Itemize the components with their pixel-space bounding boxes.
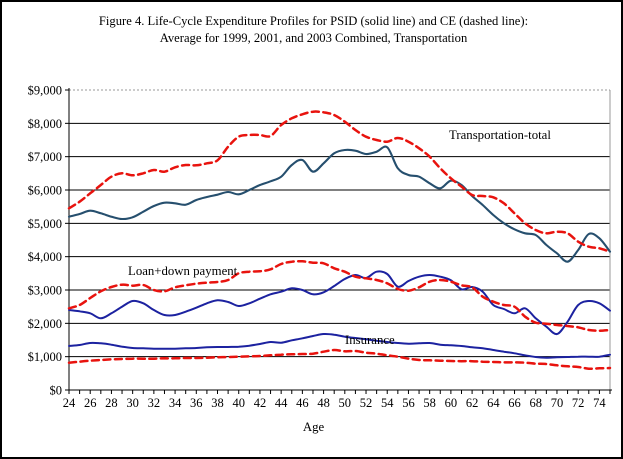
svg-text:46: 46 [296, 396, 309, 410]
chart-title-line-1: Figure 4. Life-Cycle Expenditure Profile… [98, 14, 529, 28]
svg-text:32: 32 [148, 396, 161, 410]
svg-text:52: 52 [360, 396, 373, 410]
svg-text:26: 26 [84, 396, 97, 410]
svg-text:$5,000: $5,000 [28, 217, 62, 231]
svg-text:72: 72 [572, 396, 585, 410]
svg-text:74: 74 [593, 396, 606, 410]
series-label-0: Transportation-total [449, 128, 551, 142]
svg-text:34: 34 [169, 396, 182, 410]
series-label-1: Loan+down payment [128, 264, 238, 278]
chart-title-line-2: Average for 1999, 2001, and 2003 Combine… [159, 30, 468, 45]
svg-text:$2,000: $2,000 [28, 317, 62, 331]
svg-text:66: 66 [508, 396, 521, 410]
series-label-2: Insurance [345, 333, 395, 347]
svg-text:38: 38 [211, 396, 224, 410]
svg-text:48: 48 [317, 396, 330, 410]
x-axis-title: Age [302, 420, 325, 434]
svg-text:64: 64 [487, 396, 500, 410]
svg-text:68: 68 [529, 396, 542, 410]
svg-text:$1,000: $1,000 [28, 350, 62, 364]
svg-text:56: 56 [402, 396, 415, 410]
svg-text:30: 30 [126, 396, 139, 410]
svg-text:24: 24 [63, 396, 76, 410]
svg-text:60: 60 [445, 396, 458, 410]
svg-text:50: 50 [339, 396, 352, 410]
svg-text:$3,000: $3,000 [28, 284, 62, 298]
svg-text:40: 40 [232, 396, 245, 410]
svg-text:54: 54 [381, 396, 394, 410]
svg-text:$8,000: $8,000 [28, 117, 62, 131]
svg-text:42: 42 [254, 396, 267, 410]
svg-text:58: 58 [423, 396, 436, 410]
svg-text:62: 62 [466, 396, 479, 410]
svg-text:44: 44 [275, 396, 288, 410]
svg-text:28: 28 [105, 396, 118, 410]
svg-text:$7,000: $7,000 [28, 150, 62, 164]
svg-text:70: 70 [551, 396, 564, 410]
svg-text:$9,000: $9,000 [28, 84, 62, 98]
svg-text:$4,000: $4,000 [28, 250, 62, 264]
svg-text:36: 36 [190, 396, 203, 410]
chart-title: Figure 4. Life-Cycle Expenditure Profile… [2, 13, 621, 46]
svg-text:$0: $0 [50, 384, 63, 398]
svg-text:$6,000: $6,000 [28, 184, 62, 198]
